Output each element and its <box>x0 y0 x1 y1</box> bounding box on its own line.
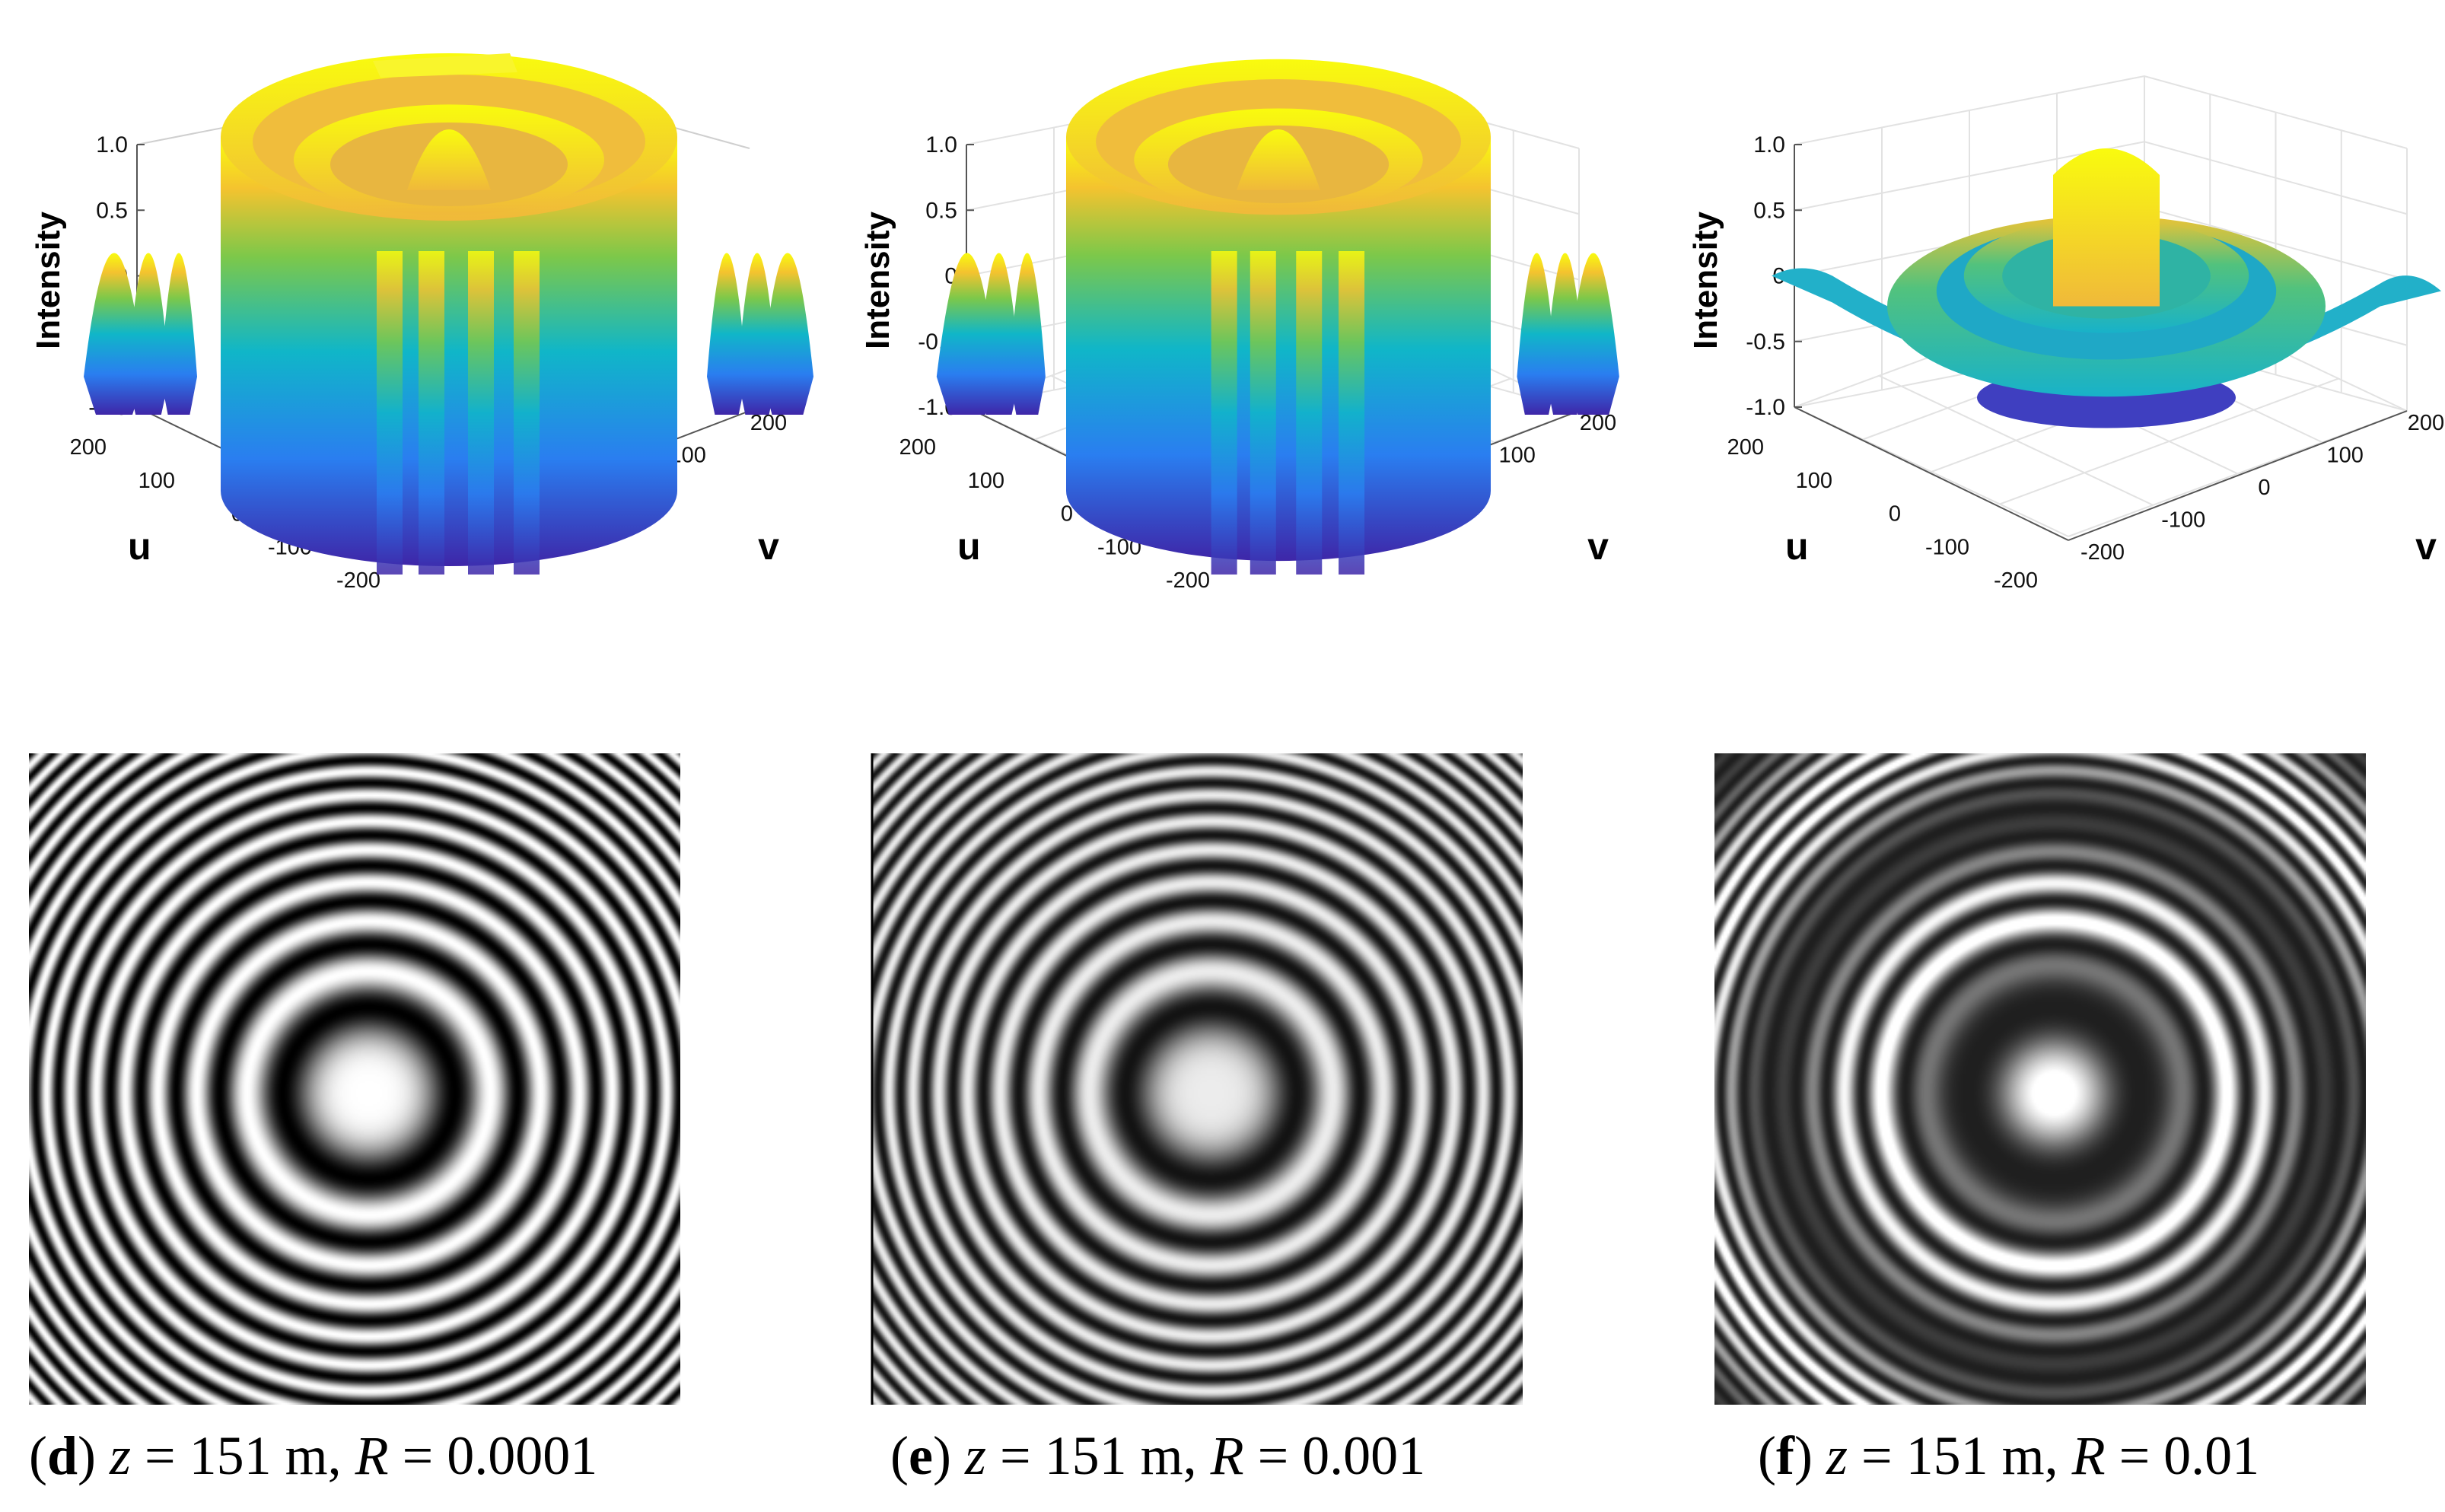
surface-plot-c: 1.0 0.5 0 -0.5 -1.0 Intensity 200 100 0 -100 -200 -… <box>1687 75 2444 593</box>
c-v-tick-label: 0 <box>2258 476 2270 500</box>
a-v-tick-label: 200 <box>750 411 787 435</box>
a-v-axis-label: v <box>758 525 779 568</box>
caption-f: (f) z = 151 m, R = 0.01 <box>1758 1425 2260 1486</box>
caption-f-z-symbol: z <box>1826 1425 1848 1486</box>
a-surface-front-notch <box>377 251 403 575</box>
caption-e: (e) z = 151 m, R = 0.001 <box>890 1425 1426 1486</box>
a-u-tick-label: -200 <box>336 568 380 593</box>
c-u-tick-label: 100 <box>1796 469 1832 493</box>
caption-f-label: f <box>1775 1425 1794 1486</box>
caption-f-r-symbol: R <box>2071 1425 2106 1486</box>
a-z-label: Intensity <box>30 212 67 349</box>
c-floor-gridline <box>1999 377 2339 505</box>
c-z-tick-label: 0.5 <box>1753 198 1785 223</box>
c-v-axis-label: v <box>2415 525 2437 568</box>
b-surface-front-notch <box>1211 251 1237 575</box>
b-surface-outer-wall <box>1066 137 1491 562</box>
c-z-gridline <box>1794 75 2408 149</box>
c-u-tick-label: -100 <box>1925 535 1969 559</box>
intensity-image-f <box>1714 753 2366 1405</box>
b-v-tick-label: 200 <box>1580 411 1616 435</box>
c-v-tick-label: -100 <box>2161 508 2205 533</box>
b-surface-front-notch <box>1250 251 1276 575</box>
caption-f-z-value: = 151 m, <box>1847 1425 2072 1486</box>
a-surface-front-notch <box>468 251 494 575</box>
c-z-label: Intensity <box>1687 212 1724 349</box>
caption-e-r-value: = 0.001 <box>1243 1425 1426 1486</box>
c-u-tick-label: -200 <box>1994 568 2038 593</box>
caption-d-r-symbol: R <box>355 1425 389 1486</box>
c-v-tick-label: -200 <box>2080 540 2125 565</box>
c-v-tick-label: 200 <box>2408 411 2444 435</box>
caption-e-label: e <box>908 1425 933 1486</box>
b-surface-front-notch <box>1296 251 1323 575</box>
a-surface-back-crest <box>373 53 517 78</box>
c-v-axis <box>2068 410 2408 541</box>
a-surface-central-peak <box>407 129 491 190</box>
a-surface-outer-wall <box>221 137 677 566</box>
b-u-tick-label: -200 <box>1166 568 1210 593</box>
b-v-axis-label: v <box>1587 525 1609 568</box>
b-z-tick-label: 1.0 <box>925 132 957 158</box>
intensity-image-d <box>29 753 680 1405</box>
c-surface-central-peak <box>2053 148 2160 307</box>
b-z-label: Intensity <box>859 212 896 349</box>
b-surface-side-lobe <box>1008 253 1046 415</box>
caption-e-z-value: = 151 m, <box>985 1425 1211 1486</box>
caption-d-label: d <box>46 1425 78 1486</box>
b-z-tick-label: 0.5 <box>925 198 957 223</box>
intensity-image-e <box>871 753 1523 1405</box>
c-u-tick-label: 200 <box>1727 435 1764 460</box>
a-z-tick-label: 0.5 <box>96 198 128 223</box>
surface-plot-b: 1.00.50-0.5-1.0Intensity2001000-100-200-… <box>859 59 1619 593</box>
c-u-axis-label: u <box>1785 525 1809 568</box>
surface-plot-a: 1.00.50-0.5-1.0Intensity2001000-100-200-… <box>30 53 813 593</box>
b-u-tick-label: 200 <box>899 435 936 460</box>
a-surface-front-notch <box>514 251 540 575</box>
a-surface-side-lobe <box>161 253 197 415</box>
a-surface-front-notch <box>419 251 444 575</box>
b-u-tick-label: 0 <box>1061 502 1073 527</box>
c-v-tick-label: 100 <box>2327 444 2364 468</box>
a-surface-side-lobe <box>707 253 747 415</box>
c-u-axis <box>1794 406 2069 541</box>
caption-d-z-symbol: z <box>110 1425 132 1486</box>
b-surface-central-peak <box>1237 129 1320 190</box>
b-surface-side-lobe <box>1567 253 1619 415</box>
a-z-tick-label: 1.0 <box>96 132 128 158</box>
caption-d-z-value: = 151 m, <box>131 1425 355 1486</box>
caption-d-r-value: = 0.0001 <box>388 1425 598 1486</box>
c-z-tick-label: 1.0 <box>1753 132 1785 158</box>
caption-f-r-value: = 0.01 <box>2105 1425 2260 1486</box>
c-z-tick-label: -0.5 <box>1746 329 1785 355</box>
c-u-tick-label: 0 <box>1889 502 1901 527</box>
b-u-axis-label: u <box>957 525 981 568</box>
b-surface-front-notch <box>1339 251 1365 575</box>
b-v-tick-label: 100 <box>1499 444 1536 468</box>
caption-e-r-symbol: R <box>1210 1425 1244 1486</box>
a-u-tick-label: 200 <box>70 435 107 460</box>
a-u-axis-label: u <box>128 525 151 568</box>
a-surface-side-lobe <box>127 253 170 415</box>
caption-e-z-symbol: z <box>964 1425 986 1486</box>
c-z-tick-label: -1.0 <box>1746 395 1785 420</box>
a-surface-side-lobe <box>762 253 813 415</box>
a-u-tick-label: 100 <box>138 469 175 493</box>
b-u-tick-label: 100 <box>968 469 1004 493</box>
caption-d: (d) z = 151 m, R = 0.0001 <box>29 1425 598 1486</box>
